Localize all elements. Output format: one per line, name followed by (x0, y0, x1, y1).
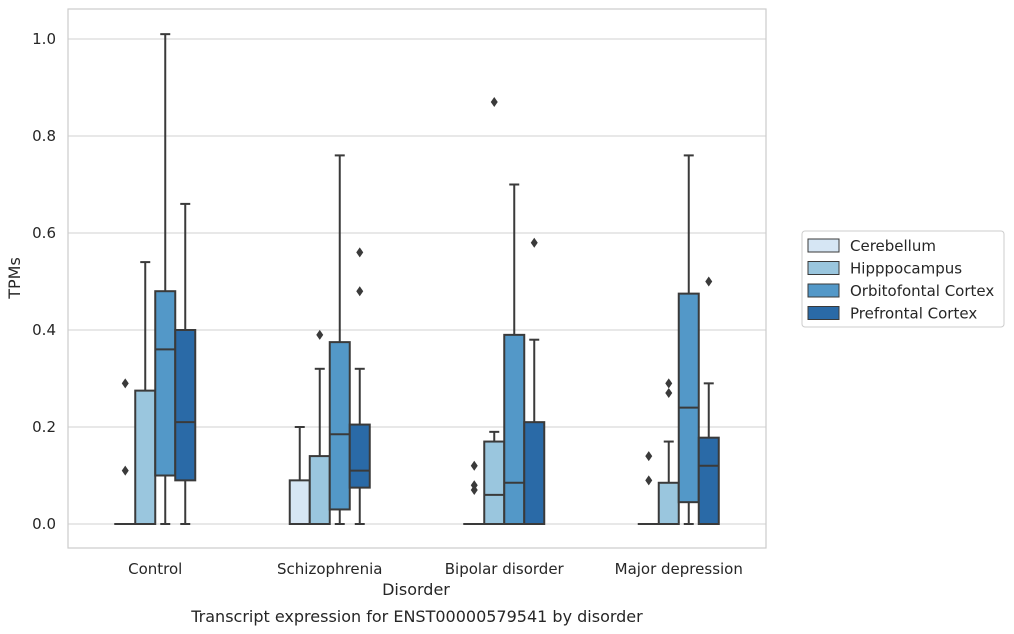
y-tick-label: 0.2 (32, 418, 56, 436)
outlier-point (356, 247, 364, 258)
box-iqr (697, 436, 720, 526)
box-prefrontal-cortex (523, 237, 546, 525)
outlier-point (665, 388, 673, 399)
outlier-point (530, 237, 538, 248)
box-iqr (154, 290, 177, 477)
x-tick-label: Bipolar disorder (445, 560, 565, 578)
chart-caption: Transcript expression for ENST0000057954… (190, 607, 643, 626)
y-tick-label: 0.0 (32, 515, 56, 533)
box-iqr (348, 423, 371, 489)
box-iqr (134, 389, 157, 525)
box-hipppocampus (483, 97, 506, 525)
legend-label: Cerebellum (850, 237, 936, 255)
box-prefrontal-cortex (697, 276, 720, 526)
legend-frame (801, 230, 1005, 328)
plot-frame (67, 8, 767, 549)
box-cerebellum (463, 460, 486, 526)
outlier-point (470, 480, 478, 491)
legend-swatch (807, 306, 840, 320)
legend-label: Prefrontal Cortex (850, 305, 977, 323)
legend-label: Orbitofontal Cortex (850, 282, 994, 300)
x-tick-labels: Control Schizophrenia Bipolar disorder Majo… (128, 560, 743, 578)
box-iqr (288, 479, 311, 526)
outlier-point (645, 451, 653, 462)
box-iqr (483, 440, 506, 525)
x-tick-label: Schizophrenia (277, 560, 382, 578)
legend: Cerebellum Hipppocampus Orbitofontal Corte… (801, 230, 1005, 328)
box-prefrontal-cortex (348, 247, 371, 525)
box-iqr (677, 292, 700, 504)
x-tick-label: Control (128, 560, 182, 578)
outlier-point (490, 97, 498, 108)
y-tick-label: 0.6 (32, 224, 56, 242)
box-orbitofontal-cortex (154, 33, 177, 525)
box-orbitofontal-cortex (677, 154, 700, 525)
outlier-point (121, 465, 129, 476)
y-axis-label: TPMs (5, 257, 24, 300)
outlier-point (665, 378, 673, 389)
x-axis-label: Disorder (382, 580, 450, 599)
outlier-point (645, 475, 653, 486)
box-orbitofontal-cortex (503, 183, 526, 525)
box-cerebellum (114, 378, 137, 526)
legend-label: Hipppocampus (850, 260, 962, 278)
legend-swatch (807, 261, 840, 275)
outlier-point (705, 276, 713, 287)
box-iqr (523, 421, 546, 525)
box-iqr (174, 329, 197, 482)
box-prefrontal-cortex (174, 202, 197, 525)
y-tick-labels: 0.0 0.2 0.4 0.6 0.8 1.0 (32, 30, 56, 533)
y-tick-label: 0.8 (32, 127, 56, 145)
box-hipppocampus (657, 378, 680, 525)
outlier-point (356, 286, 364, 297)
legend-swatch (807, 283, 840, 298)
box-iqr (657, 481, 680, 525)
outlier-point (316, 329, 324, 340)
box-iqr (308, 455, 331, 526)
y-tick-label: 1.0 (32, 30, 56, 48)
outlier-point (121, 378, 129, 389)
box-hipppocampus (134, 261, 157, 525)
boxes-layer (114, 33, 720, 526)
box-orbitofontal-cortex (328, 154, 351, 525)
box-cerebellum (288, 426, 311, 526)
y-tick-label: 0.4 (32, 321, 56, 339)
box-cerebellum (637, 451, 660, 526)
outlier-point (470, 460, 478, 471)
box-hipppocampus (308, 329, 331, 526)
box-iqr (328, 341, 351, 511)
box-iqr (503, 333, 526, 525)
legend-swatch (807, 238, 840, 253)
x-tick-label: Major depression (615, 560, 743, 578)
